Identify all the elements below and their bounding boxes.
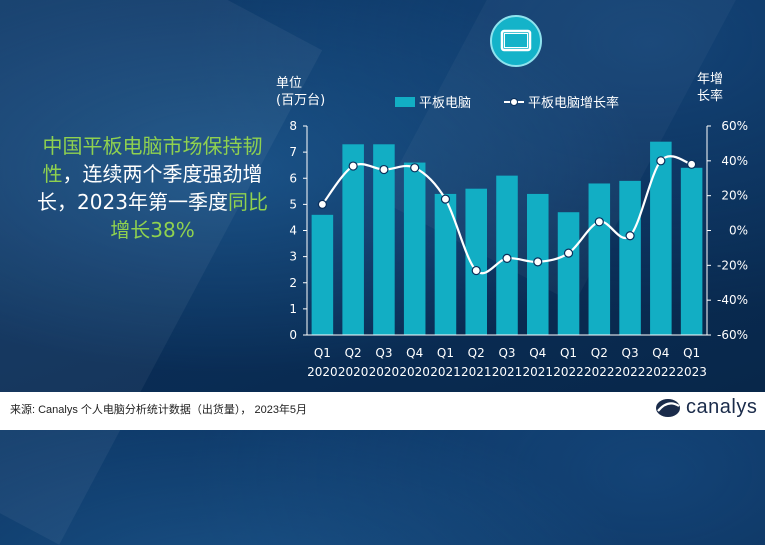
right-tick-label: 0% [729,224,748,238]
x-tick-label-year: 2022 [553,365,584,379]
x-tick-label-year: 2023 [676,365,707,379]
bar [311,214,334,335]
bar [342,144,364,335]
right-tick-label: -40% [717,293,748,307]
footer-bar [0,392,765,430]
x-tick-label-year: 2020 [307,365,338,379]
bar [434,193,457,335]
left-tick-label: 5 [289,197,297,211]
x-tick-label-year: 2021 [522,365,553,379]
x-tick-label-year: 2021 [461,365,492,379]
right-axis-label-1: 年增 [697,72,723,87]
bar [619,180,641,335]
bar [403,162,426,335]
bar [588,183,611,335]
left-axis-label-1: 单位 [276,76,302,91]
right-axis-label-2: 长率 [697,88,723,104]
bar [650,141,672,335]
legend-bar-label: 平板电脑 [419,96,471,111]
headline-white: ，连续两个季度强劲增长，2023年第一季度 [37,162,263,214]
left-tick-label: 0 [289,328,297,342]
x-tick-label-year: 2020 [338,365,369,379]
growth-point [410,163,420,173]
x-tick-label-quarter: Q2 [468,346,485,360]
x-tick-label-year: 2022 [615,365,646,379]
legend-line-marker [510,98,518,106]
x-tick-label-quarter: Q4 [652,346,669,360]
x-tick-label-quarter: Q3 [375,346,392,360]
x-tick-label-year: 2021 [430,365,461,379]
canalys-logo: canalys [655,396,757,419]
x-tick-label-quarter: Q2 [591,346,608,360]
x-tick-label-year: 2022 [584,365,615,379]
left-tick-label: 2 [289,276,297,290]
chart: 单位 (百万台) 年增 长率 平板电脑 平板电脑增长率 0 1 2 3 4 5 6 7 8 -60… [276,72,748,379]
left-tick-label: 7 [289,145,297,159]
growth-point [656,156,666,166]
left-tick-label: 1 [289,302,297,316]
bar [373,144,395,335]
growth-point [687,159,697,169]
source-note: 来源: Canalys 个人电脑分析统计数据（出货量）， 2023年5月 [10,404,308,416]
right-tick-label: -60% [717,328,748,342]
headline: 中国平板电脑市场保持韧性，连续两个季度强劲增长，2023年第一季度同比增长38% [30,132,275,244]
x-tick-label-year: 2020 [399,365,430,379]
legend: 平板电脑 平板电脑增长率 [395,95,619,111]
growth-point [594,217,604,227]
bar [680,167,703,335]
left-axis-label-2: (百万台) [276,93,325,108]
x-tick-label-quarter: Q1 [683,346,700,360]
right-tick-label: -20% [717,258,748,272]
x-tick-label-quarter: Q1 [560,346,577,360]
left-tick-label: 3 [289,250,297,264]
x-tick-label-quarter: Q4 [529,346,546,360]
left-tick-label: 4 [289,224,297,238]
right-tick-label: 60% [721,119,748,133]
headline-green-2: 同比增长38% [110,190,268,242]
growth-point [625,231,635,241]
bar [557,212,580,335]
growth-point [563,248,574,258]
canalys-logo-icon [656,398,680,417]
x-tick-label-quarter: Q3 [498,346,515,360]
x-tick-label-year: 2020 [369,365,400,379]
x-tick-label-year: 2021 [492,365,523,379]
legend-line-label: 平板电脑增长率 [528,95,619,111]
right-tick-label: 20% [721,189,748,203]
growth-point [471,265,481,276]
bar [465,188,487,335]
tablet-icon [490,15,542,67]
growth-point [440,194,451,204]
logo-text: canalys [686,396,758,418]
legend-bar-swatch [395,97,415,107]
growth-point [502,253,512,263]
x-tick-label-quarter: Q1 [314,346,331,360]
growth-point [533,257,543,267]
x-tick-label-quarter: Q3 [622,346,639,360]
growth-point [348,161,358,171]
growth-point [317,199,327,209]
left-tick-label: 8 [289,119,297,133]
right-tick-label: 40% [721,154,748,168]
x-tick-label-quarter: Q1 [437,346,454,360]
headline-green-1: 中国平板电脑市场保持韧性 [42,134,263,186]
x-tick-label-year: 2022 [646,365,677,379]
x-tick-label-quarter: Q4 [406,346,423,360]
x-tick-label-quarter: Q2 [345,346,362,360]
left-tick-label: 6 [289,171,297,185]
growth-point [379,164,389,175]
